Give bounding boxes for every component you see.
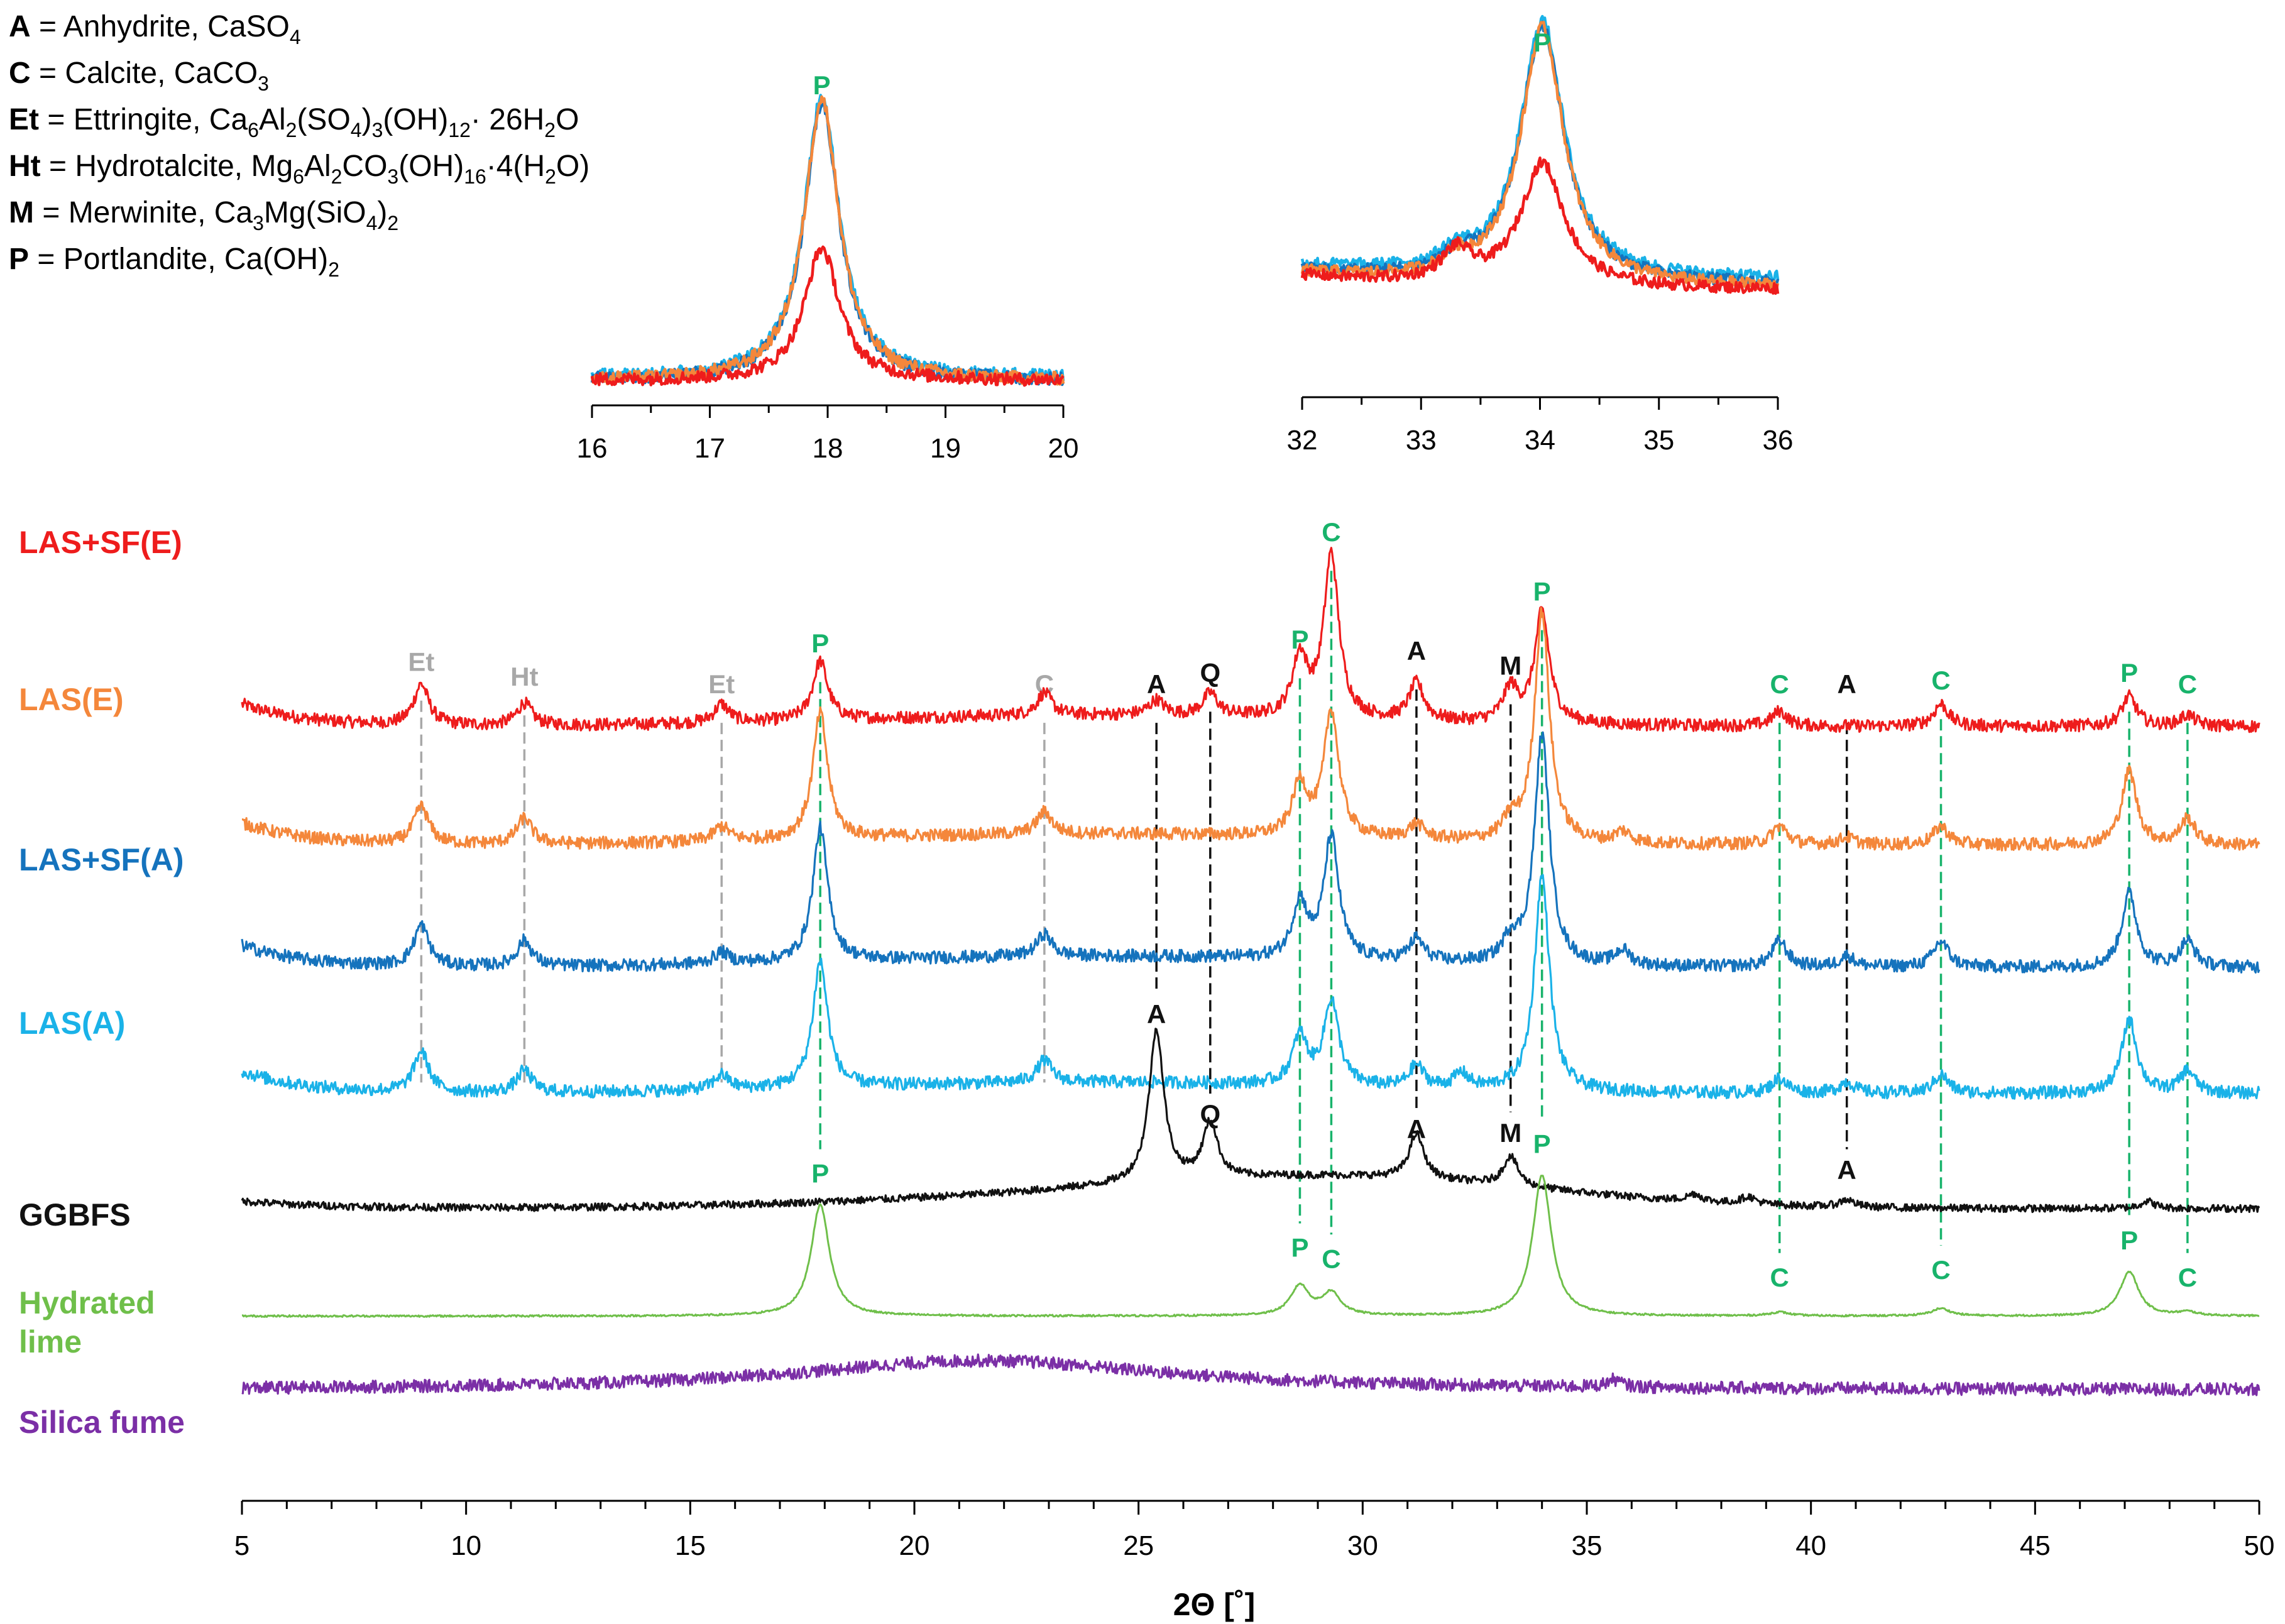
legend-text: = Merwinite, Ca3Mg(SiO4)2 <box>33 196 399 234</box>
series-line-hydrated-lime <box>241 1175 2260 1318</box>
peak-label: P <box>811 628 829 658</box>
legend-code: Ht <box>9 150 41 183</box>
peak-label: C <box>2178 1263 2197 1292</box>
series-line-ggbfs <box>241 1028 2260 1214</box>
legend-item: Et = Ettringite, Ca6Al2(SO4)3(OH)12· 26H… <box>9 97 589 143</box>
inset-series-line <box>1300 20 1780 288</box>
peak-label: A <box>1838 1155 1856 1185</box>
inset-tick-label: 36 <box>1763 425 1794 456</box>
series-labels: LAS+SF(E) LAS(E) LAS+SF(A) LAS(A) GGBFS Hydra… <box>19 525 185 1440</box>
inset-2: 32 33 34 35 36 P <box>1287 14 1794 456</box>
legend-item: P = Portlandite, Ca(OH)2 <box>9 236 589 283</box>
series-label: Hydrated lime <box>19 1285 155 1359</box>
x-tick-label: 35 <box>1572 1530 1603 1561</box>
series-label: LAS+SF(A) <box>19 842 184 877</box>
inset-tick-label: 19 <box>930 433 961 464</box>
peak-label: C <box>1770 669 1789 699</box>
peak-label: C <box>1931 1255 1950 1285</box>
series-label: GGBFS <box>19 1197 131 1232</box>
inset-tick-label: 35 <box>1643 425 1674 456</box>
inset-series-line <box>590 98 1065 387</box>
peak-label: M <box>1499 650 1521 680</box>
legend-code: M <box>9 196 34 229</box>
inset-tick-label: 32 <box>1287 425 1318 456</box>
inset-peak-label: P <box>1533 28 1551 57</box>
peak-label: C <box>1770 1263 1789 1292</box>
legend-text: = Calcite, CaCO3 <box>30 57 269 95</box>
inset-tick-label: 16 <box>577 433 608 464</box>
peak-label: P <box>811 1159 829 1188</box>
inset-layer: 16 17 18 19 20 P 32 33 34 35 36 P <box>577 14 1794 464</box>
peak-label: A <box>1407 636 1426 666</box>
legend-item: C = Calcite, CaCO3 <box>9 50 589 97</box>
series-line-las-sf-a- <box>241 731 2260 974</box>
x-tick-label: 25 <box>1123 1530 1154 1561</box>
x-tick-label: 45 <box>2020 1530 2051 1561</box>
x-tick-label: 10 <box>451 1530 481 1561</box>
peak-label: C <box>1931 666 1950 695</box>
legend-item: Ht = Hydrotalcite, Mg6Al2CO3(OH)16·4(H2O… <box>9 143 589 190</box>
legend-item: M = Merwinite, Ca3Mg(SiO4)2 <box>9 190 589 236</box>
inset-tick-label: 17 <box>694 433 725 464</box>
peak-label: Ht <box>510 662 538 691</box>
x-axis: 5 10 15 20 25 30 35 40 45 50 <box>234 1500 2275 1561</box>
phase-legend: A = Anhydrite, CaSO4 C = Calcite, CaCO3 Et… <box>9 4 589 283</box>
peak-label: Q <box>1200 1099 1220 1129</box>
peak-label: C <box>1322 517 1340 547</box>
inset-series-line <box>1300 156 1780 295</box>
x-tick-label: 30 <box>1347 1530 1378 1561</box>
inset-tick-label: 18 <box>813 433 843 464</box>
peak-label: P <box>1533 576 1551 606</box>
x-axis-label: 2Θ [˚] <box>1173 1587 1256 1622</box>
legend-text: = Anhydrite, CaSO4 <box>30 10 301 48</box>
peak-label: M <box>1499 1118 1521 1148</box>
legend-code: Et <box>9 103 39 136</box>
series-line-silica-fume <box>241 1353 2260 1397</box>
legend-item: A = Anhydrite, CaSO4 <box>9 4 589 50</box>
series-line-las-sf-e- <box>241 547 2260 733</box>
legend-code: P <box>9 243 30 276</box>
peak-label: P <box>1533 1129 1551 1159</box>
peak-label: C <box>2178 669 2197 699</box>
x-tick-label: 15 <box>675 1530 706 1561</box>
series-line-las-a- <box>241 874 2260 1100</box>
inset-series-line <box>590 94 1065 383</box>
peak-label: Et <box>708 669 735 699</box>
inset-tick-label: 33 <box>1406 425 1437 456</box>
peak-label: A <box>1147 999 1166 1029</box>
inset-series-line <box>590 95 1065 386</box>
series-label: Silica fume <box>19 1405 185 1440</box>
peak-label: P <box>2120 1226 2138 1255</box>
peak-label: P <box>1291 1233 1308 1263</box>
inset-series-line <box>590 245 1065 387</box>
inset-tick-label: 34 <box>1525 425 1555 456</box>
legend-text: = Hydrotalcite, Mg6Al2CO3(OH)16·4(H2O) <box>40 150 590 188</box>
series-label: LAS(E) <box>19 682 124 717</box>
x-tick-label: 20 <box>899 1530 930 1561</box>
inset-1: 16 17 18 19 20 P <box>577 70 1079 464</box>
x-tick-label: 40 <box>1795 1530 1826 1561</box>
legend-code: A <box>9 10 31 43</box>
x-tick-label: 5 <box>234 1530 249 1561</box>
peak-label: C <box>1322 1244 1340 1273</box>
peak-label: Q <box>1200 658 1220 688</box>
legend-text: = Ettringite, Ca6Al2(SO4)3(OH)12· 26H2O <box>39 103 579 141</box>
series-label: LAS(A) <box>19 1006 125 1041</box>
inset-peak-label: P <box>813 70 831 100</box>
inset-tick-label: 20 <box>1048 433 1079 464</box>
peak-label: A <box>1838 669 1856 699</box>
inset-series-line <box>1300 20 1780 291</box>
x-tick-label: 50 <box>2244 1530 2275 1561</box>
peak-label: P <box>2120 658 2138 688</box>
legend-text: = Portlandite, Ca(OH)2 <box>29 243 339 281</box>
peak-label: Et <box>408 647 434 677</box>
series-line-las-e- <box>241 606 2260 852</box>
series-layer <box>241 547 2260 1397</box>
peak-label: A <box>1407 1114 1426 1144</box>
legend-code: C <box>9 57 31 90</box>
series-label: LAS+SF(E) <box>19 525 182 560</box>
